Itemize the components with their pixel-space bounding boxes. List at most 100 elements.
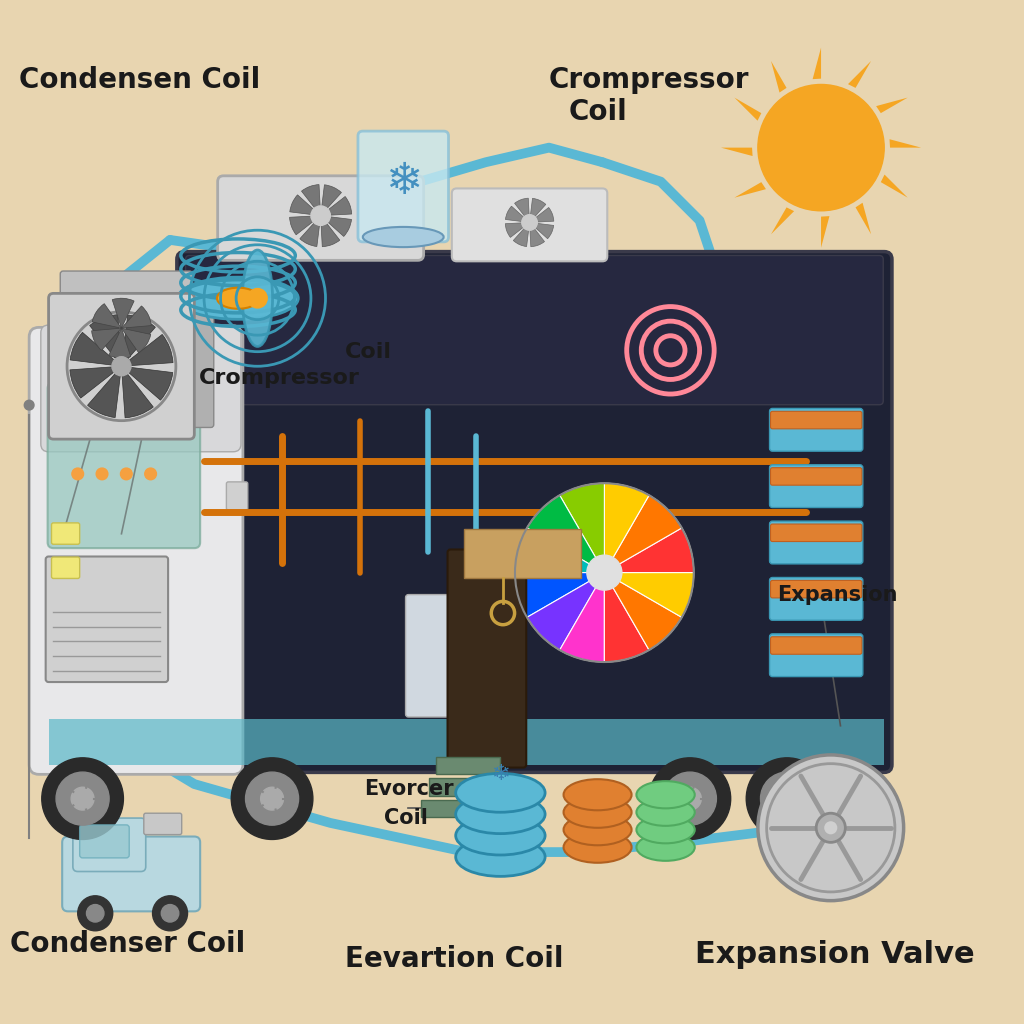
- Text: ❄: ❄: [492, 764, 510, 784]
- FancyBboxPatch shape: [48, 294, 195, 439]
- Polygon shape: [890, 139, 922, 147]
- Circle shape: [746, 758, 827, 840]
- Circle shape: [311, 206, 331, 225]
- Circle shape: [153, 896, 187, 931]
- FancyBboxPatch shape: [177, 252, 892, 772]
- Ellipse shape: [456, 773, 545, 812]
- Ellipse shape: [362, 227, 443, 247]
- Ellipse shape: [563, 779, 632, 810]
- FancyBboxPatch shape: [770, 578, 863, 621]
- Wedge shape: [122, 306, 152, 328]
- Wedge shape: [529, 208, 554, 222]
- Polygon shape: [771, 208, 794, 234]
- FancyBboxPatch shape: [218, 176, 424, 260]
- FancyBboxPatch shape: [51, 557, 80, 579]
- Circle shape: [56, 772, 110, 825]
- Circle shape: [121, 468, 132, 479]
- Wedge shape: [290, 216, 321, 234]
- FancyBboxPatch shape: [770, 634, 863, 677]
- Wedge shape: [321, 197, 351, 216]
- Circle shape: [758, 84, 884, 211]
- Ellipse shape: [637, 816, 694, 844]
- Wedge shape: [604, 572, 682, 650]
- FancyBboxPatch shape: [447, 550, 526, 768]
- Polygon shape: [734, 97, 761, 121]
- Text: Coil: Coil: [384, 808, 428, 828]
- Circle shape: [71, 787, 94, 810]
- Text: Condenser Coil: Condenser Coil: [9, 931, 245, 958]
- FancyBboxPatch shape: [60, 271, 193, 301]
- Wedge shape: [122, 367, 173, 400]
- Circle shape: [72, 468, 84, 479]
- Circle shape: [86, 904, 104, 922]
- Wedge shape: [122, 367, 154, 418]
- Polygon shape: [771, 61, 786, 92]
- Circle shape: [96, 468, 108, 479]
- Wedge shape: [71, 333, 122, 367]
- Wedge shape: [515, 199, 529, 222]
- Bar: [421, 800, 474, 817]
- Polygon shape: [734, 182, 766, 198]
- Circle shape: [816, 813, 846, 843]
- Circle shape: [261, 787, 284, 810]
- Bar: [429, 778, 487, 796]
- Wedge shape: [321, 216, 351, 237]
- Circle shape: [231, 758, 313, 840]
- Circle shape: [664, 772, 717, 825]
- Wedge shape: [109, 328, 131, 358]
- FancyBboxPatch shape: [51, 523, 80, 545]
- Polygon shape: [821, 216, 829, 248]
- Text: Eevartion Coil: Eevartion Coil: [345, 945, 563, 973]
- Wedge shape: [92, 304, 122, 328]
- FancyBboxPatch shape: [770, 409, 863, 452]
- Ellipse shape: [563, 831, 632, 863]
- Circle shape: [824, 821, 838, 835]
- Circle shape: [246, 772, 299, 825]
- Wedge shape: [290, 195, 321, 216]
- Ellipse shape: [456, 795, 545, 834]
- Wedge shape: [122, 315, 156, 367]
- Text: Crompressor: Crompressor: [200, 368, 360, 388]
- Wedge shape: [604, 483, 649, 572]
- FancyBboxPatch shape: [186, 286, 214, 427]
- Wedge shape: [529, 222, 554, 239]
- Ellipse shape: [563, 814, 632, 845]
- FancyBboxPatch shape: [358, 131, 449, 242]
- Text: ❄: ❄: [385, 160, 422, 203]
- Wedge shape: [604, 528, 693, 572]
- Ellipse shape: [637, 799, 694, 825]
- Wedge shape: [604, 496, 682, 572]
- Circle shape: [649, 758, 731, 840]
- Circle shape: [112, 356, 131, 376]
- Wedge shape: [321, 216, 340, 247]
- Polygon shape: [881, 174, 907, 198]
- Wedge shape: [527, 572, 604, 650]
- Wedge shape: [515, 528, 604, 572]
- Text: Coil: Coil: [345, 342, 392, 361]
- FancyBboxPatch shape: [62, 837, 200, 911]
- FancyBboxPatch shape: [73, 818, 145, 871]
- FancyBboxPatch shape: [770, 521, 863, 564]
- Ellipse shape: [456, 838, 545, 877]
- FancyBboxPatch shape: [770, 412, 862, 429]
- Wedge shape: [527, 496, 604, 572]
- Circle shape: [758, 755, 903, 901]
- Circle shape: [679, 787, 701, 810]
- FancyBboxPatch shape: [770, 637, 862, 654]
- Text: Evorcer: Evorcer: [365, 779, 454, 799]
- Polygon shape: [877, 97, 907, 113]
- Circle shape: [144, 468, 157, 479]
- Wedge shape: [529, 199, 546, 222]
- Polygon shape: [848, 61, 871, 88]
- Circle shape: [78, 896, 113, 931]
- Circle shape: [42, 758, 124, 840]
- Circle shape: [162, 904, 179, 922]
- FancyBboxPatch shape: [770, 468, 862, 485]
- Ellipse shape: [456, 816, 545, 855]
- Polygon shape: [721, 147, 753, 156]
- Wedge shape: [122, 335, 173, 367]
- Circle shape: [587, 555, 622, 590]
- Wedge shape: [87, 367, 122, 418]
- Text: Condensen Coil: Condensen Coil: [19, 66, 261, 93]
- Wedge shape: [506, 206, 529, 222]
